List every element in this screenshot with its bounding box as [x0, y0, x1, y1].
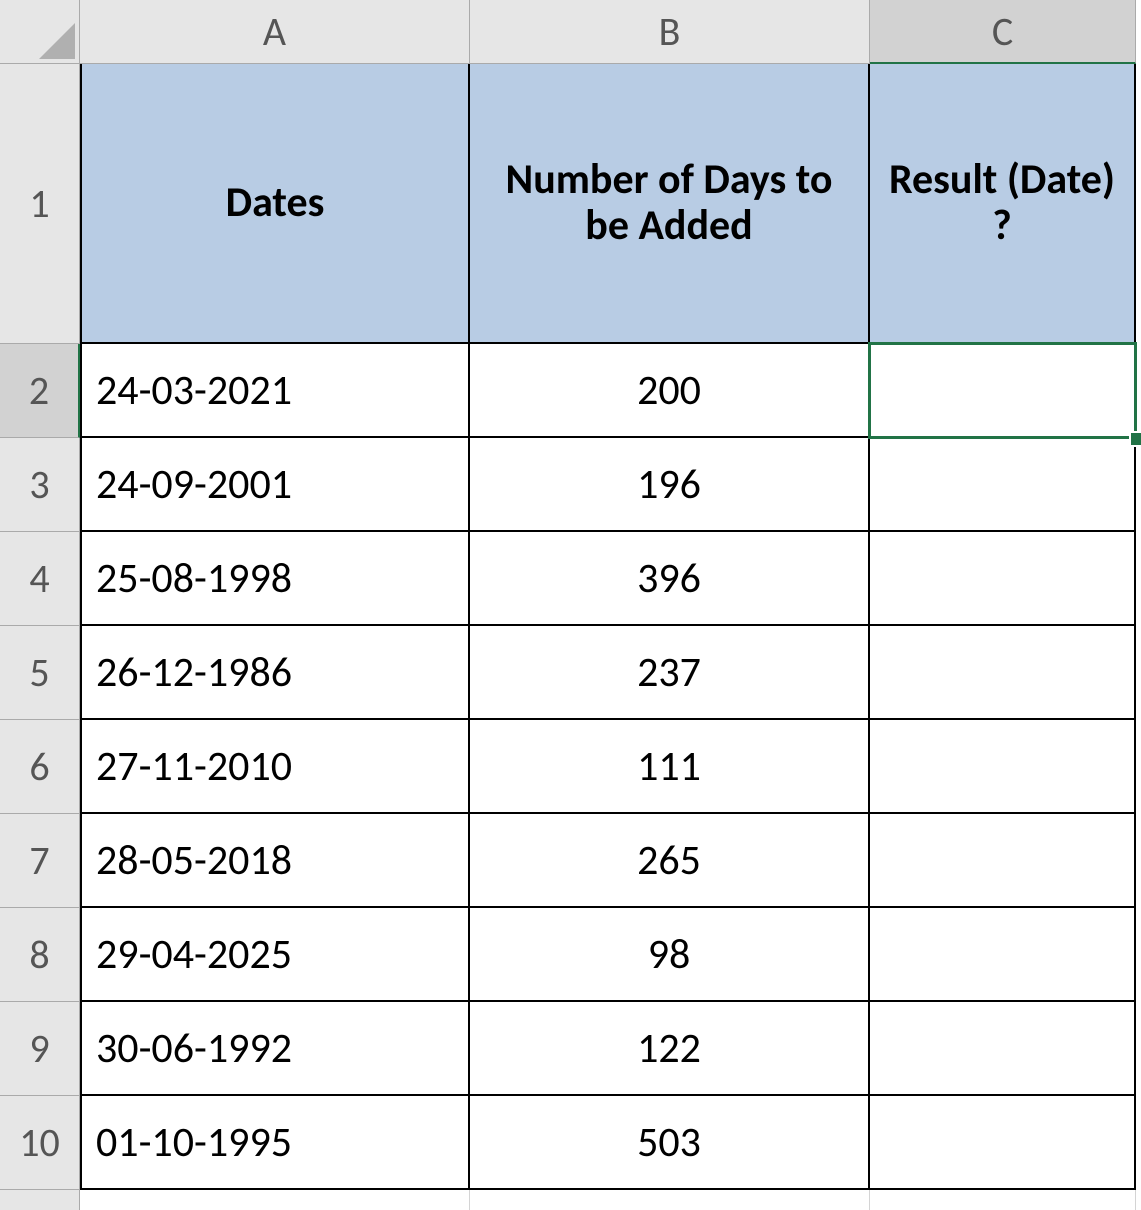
row-header-3[interactable]: 3	[0, 438, 80, 532]
cell-A2[interactable]: 24-03-2021	[80, 344, 470, 438]
column-header-A[interactable]: A	[80, 0, 470, 64]
grid: ABC 1DatesNumber of Days to be AddedResul…	[0, 0, 1141, 1210]
cell-B7[interactable]: 265	[470, 814, 870, 908]
cell-C6[interactable]	[870, 720, 1136, 814]
cell-A9[interactable]: 30-06-1992	[80, 1002, 470, 1096]
cell-A10[interactable]: 01-10-1995	[80, 1096, 470, 1190]
cell-empty-A	[80, 1190, 470, 1210]
cell-B2[interactable]: 200	[470, 344, 870, 438]
cell-A8[interactable]: 29-04-2025	[80, 908, 470, 1002]
header-cell-A1[interactable]: Dates	[80, 64, 470, 344]
cell-A7[interactable]: 28-05-2018	[80, 814, 470, 908]
row-header-5[interactable]: 5	[0, 626, 80, 720]
cell-B8[interactable]: 98	[470, 908, 870, 1002]
cell-A3[interactable]: 24-09-2001	[80, 438, 470, 532]
cell-B6[interactable]: 111	[470, 720, 870, 814]
cell-empty-C	[870, 1190, 1136, 1210]
cell-B4[interactable]: 396	[470, 532, 870, 626]
cell-C7[interactable]	[870, 814, 1136, 908]
cell-C9[interactable]	[870, 1002, 1136, 1096]
cell-C8[interactable]	[870, 908, 1136, 1002]
cell-B5[interactable]: 237	[470, 626, 870, 720]
cell-A6[interactable]: 27-11-2010	[80, 720, 470, 814]
header-cell-C1[interactable]: Result (Date) ?	[870, 64, 1136, 344]
row-header-10[interactable]: 10	[0, 1096, 80, 1190]
cell-A4[interactable]: 25-08-1998	[80, 532, 470, 626]
fill-handle[interactable]	[1129, 431, 1141, 447]
cell-A5[interactable]: 26-12-1986	[80, 626, 470, 720]
cell-B3[interactable]: 196	[470, 438, 870, 532]
row-header-4[interactable]: 4	[0, 532, 80, 626]
row-header-2[interactable]: 2	[0, 344, 80, 438]
column-header-B[interactable]: B	[470, 0, 870, 64]
cell-C5[interactable]	[870, 626, 1136, 720]
row-header-9[interactable]: 9	[0, 1002, 80, 1096]
row-header-7[interactable]: 7	[0, 814, 80, 908]
column-header-C[interactable]: C	[870, 0, 1136, 64]
cell-C3[interactable]	[870, 438, 1136, 532]
row-header-1[interactable]: 1	[0, 64, 80, 344]
cell-C10[interactable]	[870, 1096, 1136, 1190]
row-header-6[interactable]: 6	[0, 720, 80, 814]
row-header-empty	[0, 1190, 80, 1210]
row-header-8[interactable]: 8	[0, 908, 80, 1002]
header-cell-B1[interactable]: Number of Days to be Added	[470, 64, 870, 344]
cell-B10[interactable]: 503	[470, 1096, 870, 1190]
cell-C4[interactable]	[870, 532, 1136, 626]
cell-C2[interactable]	[870, 344, 1136, 438]
select-all-triangle[interactable]	[0, 0, 80, 64]
spreadsheet: ABC 1DatesNumber of Days to be AddedResul…	[0, 0, 1141, 1210]
cell-B9[interactable]: 122	[470, 1002, 870, 1096]
cell-empty-B	[470, 1190, 870, 1210]
